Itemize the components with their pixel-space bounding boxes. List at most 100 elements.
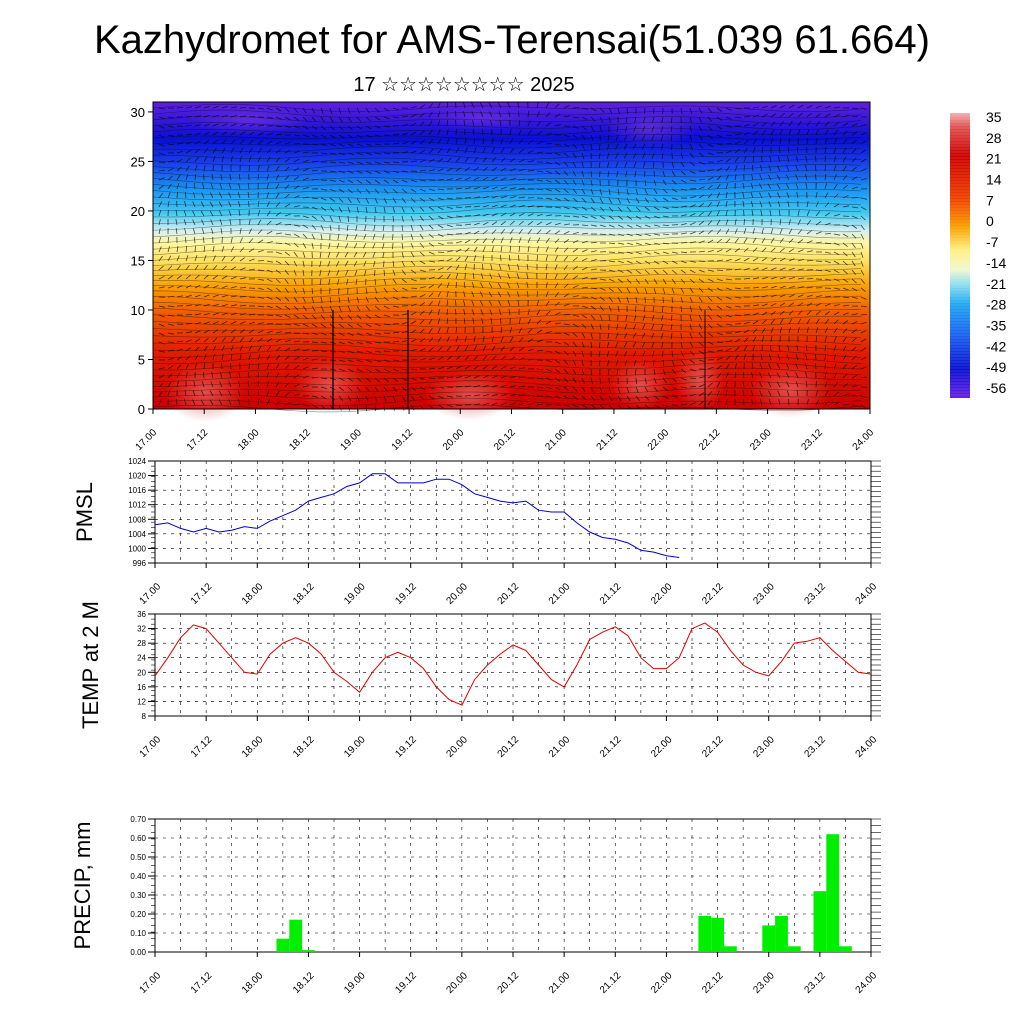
cross-section-chart: 0 5 10 15 20 25 30 17.00 17.12 18.00 18.12 19.00 19.… xyxy=(131,101,877,453)
colorbar-label: -42 xyxy=(986,338,1006,354)
xsec-ytick-label: 5 xyxy=(138,352,145,367)
precip-xtick-label: 23.00 xyxy=(751,970,777,996)
pmsl-ytick-label: 1008 xyxy=(128,515,146,524)
colorbar: 35 28 21 14 7 0 -7 -14 -21 -28 -35 -42 -49 -56 xyxy=(950,109,1006,398)
precip-bar xyxy=(839,946,852,952)
temp-ytick-label: 20 xyxy=(137,668,146,677)
xsec-xtick-label: 20.00 xyxy=(441,427,467,453)
pmsl-ytick-label: 1012 xyxy=(128,501,146,510)
precip-bar xyxy=(775,915,788,952)
precip-xtick-label: 19.12 xyxy=(393,970,419,996)
xsec-ytick-label: 25 xyxy=(131,154,145,169)
pmsl-xtick-label: 21.00 xyxy=(547,581,573,607)
temp-xtick-label: 18.00 xyxy=(240,734,266,760)
precip-xtick-label: 23.12 xyxy=(803,970,829,996)
xsec-ytick-label: 10 xyxy=(131,303,145,318)
colorbar-bins xyxy=(950,112,970,396)
cross-section-field xyxy=(153,102,870,409)
precip-ytick-label: 0.50 xyxy=(130,853,146,862)
colorbar-label: -28 xyxy=(986,297,1006,313)
precip-ytick-label: 0.20 xyxy=(130,910,146,919)
xsec-xtick-label: 22.00 xyxy=(646,427,672,453)
pmsl-xtick-label: 23.12 xyxy=(803,581,829,607)
streamlines xyxy=(152,103,862,413)
cold-core-1 xyxy=(190,105,310,135)
colorbar-label: 0 xyxy=(986,213,994,229)
precip-ytick-label: 0.30 xyxy=(130,891,146,900)
precip-ylabel: PRECIP, mm xyxy=(70,822,95,950)
precip-ytick-label: 0.70 xyxy=(130,815,146,824)
precip-xtick-label: 21.00 xyxy=(547,970,573,996)
precip-xtick-label: 21.12 xyxy=(598,970,624,996)
pmsl-xtick-label: 18.12 xyxy=(291,581,317,607)
pmsl-xtick-label: 22.00 xyxy=(649,581,675,607)
colorbar-label: -49 xyxy=(986,359,1006,375)
pmsl-xtick-label: 24.00 xyxy=(854,581,880,607)
warm-core-0 xyxy=(165,362,245,422)
colorbar-label: 28 xyxy=(986,130,1002,146)
warm-core-2 xyxy=(425,370,515,420)
xsec-xtick-label: 17.00 xyxy=(134,427,160,453)
colorbar-label: -21 xyxy=(986,276,1006,292)
precip-minor-ticks xyxy=(151,818,881,953)
colorbar-gradient xyxy=(950,113,970,398)
temp-xtick-label: 17.00 xyxy=(138,734,164,760)
temp-grid xyxy=(155,614,871,716)
pmsl-xtick-label: 20.12 xyxy=(496,581,522,607)
pmsl-xtick-label: 17.00 xyxy=(138,581,164,607)
precip-bar xyxy=(698,915,712,952)
colorbar-label: 14 xyxy=(986,172,1002,188)
pmsl-series-line xyxy=(154,473,680,558)
precip-ytick-label: 0.10 xyxy=(130,929,146,938)
xsec-ytick-label: 15 xyxy=(131,253,145,268)
pmsl-ytick-label: 996 xyxy=(133,559,147,568)
xsec-ytick-label: 20 xyxy=(131,204,145,219)
precip-xtick-label: 20.00 xyxy=(445,970,471,996)
temp-xtick-label: 23.00 xyxy=(751,734,777,760)
xsec-xtick-label: 22.12 xyxy=(697,427,723,453)
temp-xtick-label: 22.12 xyxy=(700,734,726,760)
warm-core-4 xyxy=(675,348,725,412)
pmsl-ylabel: PMSL xyxy=(72,482,97,542)
pmsl-ytick-label: 1004 xyxy=(128,530,146,539)
precip-bar xyxy=(289,919,303,952)
xsec-ytick-label: 30 xyxy=(131,105,145,120)
xsec-xtick-label: 23.12 xyxy=(799,427,825,453)
warm-core-1 xyxy=(295,357,365,413)
xsec-xtick-label: 23.00 xyxy=(748,427,774,453)
xsec-xtick-label: 17.12 xyxy=(185,427,211,453)
precip-xtick-label: 19.00 xyxy=(342,970,368,996)
pmsl-xtick-label: 17.12 xyxy=(189,581,215,607)
precip-xtick-label: 20.12 xyxy=(496,970,522,996)
pmsl-minor-ticks xyxy=(151,460,881,564)
temp-ytick-label: 12 xyxy=(137,697,146,706)
precip-xtick-label: 17.12 xyxy=(189,970,215,996)
xsec-xtick-label: 20.12 xyxy=(492,427,518,453)
pmsl-xtick-label: 21.12 xyxy=(598,581,624,607)
precip-bar xyxy=(276,938,290,952)
precip-xtick-label: 18.12 xyxy=(291,970,317,996)
cold-core-2 xyxy=(430,106,530,130)
precip-xtick-label: 18.00 xyxy=(240,970,266,996)
xsec-xtick-label: 21.12 xyxy=(595,427,621,453)
temp-xtick-label: 23.12 xyxy=(803,734,829,760)
xsec-xtick-label: 19.12 xyxy=(390,427,416,453)
temp-minor-ticks xyxy=(151,613,881,717)
precip-bar xyxy=(302,950,315,952)
pmsl-ytick-label: 1000 xyxy=(128,544,146,553)
precip-bar xyxy=(813,891,827,952)
temp-xtick-label: 24.00 xyxy=(854,734,880,760)
pmsl-ytick-label: 1024 xyxy=(128,457,146,466)
xsec-xtick-label: 18.00 xyxy=(236,427,262,453)
temp-xtick-label: 19.00 xyxy=(342,734,368,760)
temp-ytick-label: 8 xyxy=(142,712,147,721)
warm-core-3 xyxy=(610,360,670,410)
pmsl-xtick-label: 18.00 xyxy=(240,581,266,607)
temp-xtick-label: 20.00 xyxy=(445,734,471,760)
colorbar-label: 7 xyxy=(986,192,994,208)
precip-ytick-label: 0.00 xyxy=(130,948,146,957)
temp-xtick-label: 18.12 xyxy=(291,734,317,760)
temp-ytick-label: 36 xyxy=(137,610,146,619)
precip-xtick-label: 17.00 xyxy=(138,970,164,996)
xsec-xtick-label: 24.00 xyxy=(851,427,877,453)
